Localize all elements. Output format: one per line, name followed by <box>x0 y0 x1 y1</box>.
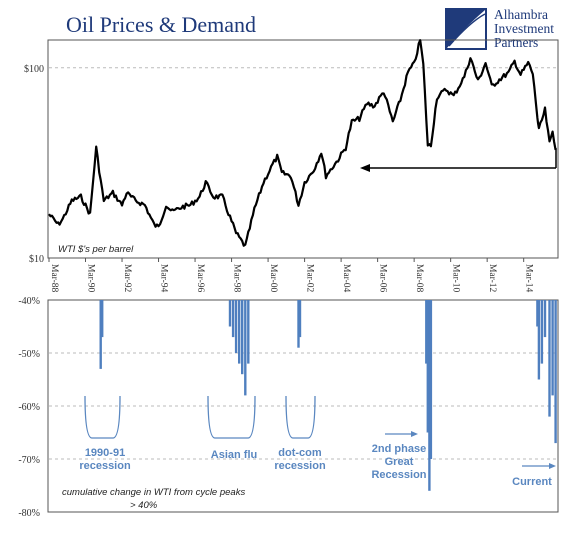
episode-label: 2nd phase <box>372 443 426 455</box>
drawdown-bar <box>241 300 244 375</box>
x-tick-label: Mar-08 <box>414 264 424 293</box>
x-tick-label: Mar-88 <box>49 264 59 293</box>
drawdown-bar <box>101 300 104 338</box>
x-tick-label: Mar-98 <box>232 264 242 293</box>
episode-label: recession <box>274 460 326 472</box>
x-tick-label: Mar-00 <box>268 264 278 293</box>
drawdown-bar <box>536 300 539 327</box>
x-tick-label: Mar-12 <box>487 264 497 293</box>
drawdown-note-line-1: cumulative change in WTI from cycle peak… <box>62 487 245 498</box>
label-arrows <box>385 431 556 469</box>
x-tick-label: Mar-04 <box>341 264 351 293</box>
price-y-tick: $100 <box>24 64 44 75</box>
price-panel: $10 $100 Mar-88 Mar-90 Mar-92 Mar-94 Mar-96 Ma… <box>24 39 559 293</box>
episode-label: dot-com <box>278 447 322 459</box>
drawdown-panel: -40%-50%-60%-70%-80% 1990-91recessionAsi… <box>18 296 559 519</box>
drawdown-y-tick: -50% <box>18 349 40 360</box>
logo-line-1: Alhambra <box>494 7 548 22</box>
drawdown-y-tick: -60% <box>18 402 40 413</box>
episode-bracket <box>207 395 256 439</box>
price-unit-note: WTI $'s per barrel <box>58 244 134 255</box>
episode-label: Great <box>385 456 414 468</box>
price-y-tick: $10 <box>29 254 44 265</box>
episode-label: 1990-91 <box>85 447 125 459</box>
x-tick-label: Mar-90 <box>86 264 96 293</box>
drawdown-bar <box>247 300 250 364</box>
drawdown-y-tick: -40% <box>18 296 40 307</box>
drawdown-bar <box>429 300 433 459</box>
drawdown-bar <box>537 300 541 380</box>
drawdown-note-line-2: > 40% <box>130 500 158 511</box>
drawdown-bar <box>244 300 247 396</box>
drawdown-bar <box>540 300 544 364</box>
arrow-head <box>360 164 370 172</box>
drawdown-bar <box>548 300 551 417</box>
x-tick-label: Mar-96 <box>195 264 205 293</box>
drawdown-y-tick: -80% <box>18 508 40 519</box>
drawdown-bar <box>425 300 428 364</box>
drawdown-bar <box>238 300 241 364</box>
x-tick-label: Mar-14 <box>524 264 534 293</box>
drawdown-bar <box>554 300 557 444</box>
drawdown-y-tick: -70% <box>18 455 40 466</box>
x-tick-label: Mar-10 <box>451 264 461 293</box>
wti-price-line <box>48 39 557 247</box>
x-tick-label: Mar-94 <box>159 264 169 293</box>
chart-title: Oil Prices & Demand <box>66 12 256 37</box>
drawdown-bar <box>231 300 235 338</box>
episode-label: Asian flu <box>211 449 257 461</box>
company-logo: Alhambra Investment Partners <box>445 7 554 50</box>
drawdown-bar <box>234 300 238 353</box>
episode-label: recession <box>79 460 131 472</box>
drawdown-bar <box>551 300 554 396</box>
drawdown-bar <box>99 300 102 369</box>
drawdown-bar <box>426 300 429 433</box>
drawdown-bar <box>428 300 431 491</box>
drawdown-bar <box>297 300 300 348</box>
episode-label: Recession <box>371 469 426 481</box>
x-tick-label: Mar-92 <box>122 264 132 293</box>
drawdown-bar <box>298 300 302 338</box>
drawdown-bar <box>543 300 547 338</box>
logo-line-3: Partners <box>494 35 538 50</box>
pointer-arrow <box>360 148 557 172</box>
episode-bracket <box>84 395 121 439</box>
logo-line-2: Investment <box>494 21 554 36</box>
x-tick-label: Mar-02 <box>305 264 315 293</box>
episode-bracket <box>285 395 316 439</box>
price-panel-border <box>47 39 559 259</box>
x-tick-label: Mar-06 <box>378 264 388 293</box>
drawdown-panel-border <box>47 299 559 513</box>
episode-label: Current <box>512 476 552 488</box>
drawdown-bar <box>228 300 232 327</box>
